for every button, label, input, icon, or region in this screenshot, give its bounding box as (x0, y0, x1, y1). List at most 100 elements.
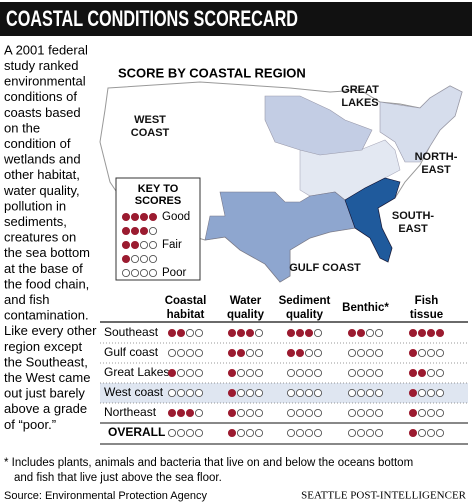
credit: SEATTLE POST-INTELLIGENCER (301, 490, 467, 502)
filled-dot (295, 348, 305, 358)
empty-dot (185, 328, 195, 338)
filled-dot (227, 428, 237, 438)
empty-dot (417, 348, 427, 358)
region-label: EAST (421, 164, 451, 176)
empty-dot (356, 388, 366, 398)
score-dots (121, 254, 158, 264)
filled-dot (408, 348, 418, 358)
empty-dot (304, 348, 314, 358)
intro-line: A 2001 federal (4, 42, 88, 57)
empty-dot (365, 408, 375, 418)
filled-dot (167, 408, 177, 418)
empty-dot (167, 428, 177, 438)
score-dots (286, 428, 323, 438)
empty-dot (347, 428, 357, 438)
empty-dot (304, 428, 314, 438)
empty-dot (313, 368, 323, 378)
empty-dot (426, 368, 436, 378)
empty-dot (435, 428, 445, 438)
southeast-region (344, 177, 401, 263)
empty-dot (139, 268, 149, 278)
score-dots (121, 226, 158, 236)
empty-dot (374, 408, 384, 418)
empty-dot (295, 388, 305, 398)
empty-dot (374, 388, 384, 398)
northeast-region (379, 85, 463, 163)
score-dots (408, 388, 445, 398)
score-dots (121, 212, 158, 222)
empty-dot (185, 428, 195, 438)
filled-dot (417, 328, 427, 338)
empty-dot (245, 408, 255, 418)
empty-dot (148, 240, 158, 250)
column-header: Coastal (165, 295, 207, 307)
empty-dot (236, 408, 246, 418)
filled-dot (130, 212, 140, 222)
filled-dot (408, 368, 418, 378)
map-labels: WESTCOASTGREATLAKESNORTH-EASTSOUTH-EASTG… (131, 84, 458, 274)
empty-dot (435, 368, 445, 378)
empty-dot (176, 388, 186, 398)
empty-dot (295, 428, 305, 438)
score-dots (347, 368, 384, 378)
footnote-line: * Includes plants, animals and bacteria … (4, 457, 413, 469)
region-label: NORTH- (415, 151, 458, 163)
intro-line: water quality, (3, 183, 80, 198)
key-label: Good (162, 211, 190, 223)
filled-dot (121, 254, 131, 264)
empty-dot (185, 368, 195, 378)
empty-dot (295, 408, 305, 418)
intro-line: coasts based (4, 105, 81, 120)
column-header: Sediment (279, 295, 331, 307)
empty-dot (194, 348, 204, 358)
empty-dot (245, 388, 255, 398)
score-dots (347, 348, 384, 358)
key-title: SCORES (135, 195, 181, 207)
empty-dot (148, 254, 158, 264)
empty-dot (236, 368, 246, 378)
filled-dot (227, 388, 237, 398)
empty-dot (435, 388, 445, 398)
row-label: Northeast (104, 405, 157, 419)
filled-dot (227, 368, 237, 378)
empty-dot (245, 428, 255, 438)
score-dots (286, 368, 323, 378)
score-dots (227, 388, 264, 398)
score-dots (167, 368, 204, 378)
empty-dot (194, 388, 204, 398)
filled-dot (227, 348, 237, 358)
intro-line: conditions of (4, 89, 77, 104)
empty-dot (347, 388, 357, 398)
empty-dot (347, 408, 357, 418)
empty-dot (194, 328, 204, 338)
intro-line: on the (4, 120, 40, 135)
title-bar (0, 2, 472, 36)
region-label: GULF COAST (289, 262, 361, 274)
empty-dot (374, 328, 384, 338)
empty-dot (417, 428, 427, 438)
empty-dot (148, 226, 158, 236)
empty-dot (194, 368, 204, 378)
intro-line: study ranked (4, 58, 78, 73)
filled-dot (167, 328, 177, 338)
footnote-line: and fish that live just above the sea fl… (14, 472, 222, 484)
filled-dot (408, 408, 418, 418)
filled-dot (176, 328, 186, 338)
filled-dot (435, 328, 445, 338)
filled-dot (295, 328, 305, 338)
intro-line: the Southeast, (4, 354, 88, 369)
score-dots (408, 348, 445, 358)
intro-line: above a grade (4, 401, 87, 416)
row-label: Southeast (104, 325, 159, 339)
empty-dot (313, 408, 323, 418)
filled-dot (245, 328, 255, 338)
empty-dot (356, 428, 366, 438)
empty-dot (313, 328, 323, 338)
empty-dot (356, 348, 366, 358)
empty-dot (254, 428, 264, 438)
empty-dot (254, 368, 264, 378)
region-label: GREAT (341, 84, 379, 96)
filled-dot (236, 328, 246, 338)
score-dots (167, 428, 204, 438)
